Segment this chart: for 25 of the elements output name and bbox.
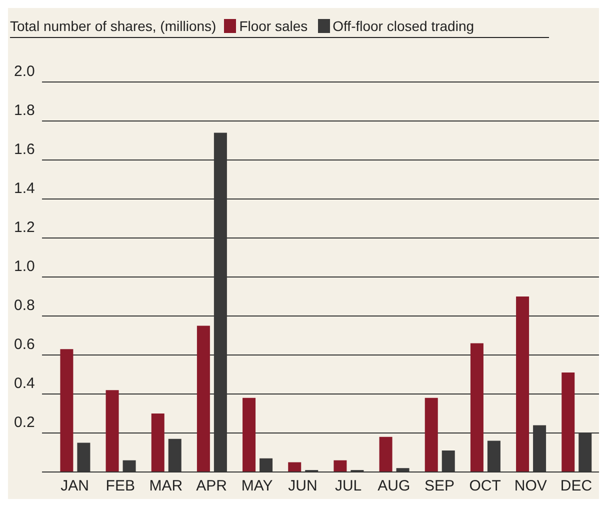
x-tick-label: SEP [424,478,454,495]
y-tick-label: 0.2 [14,414,35,431]
y-tick-label: 1.6 [14,141,35,158]
y-tick-label: 1.2 [14,219,35,236]
x-tick-label: MAY [241,478,273,495]
x-tick-label: JUN [288,478,318,495]
y-tick-label: 1.4 [14,180,35,197]
x-tick-label: JUL [334,478,362,495]
legend-label: Floor sales [238,18,308,34]
y-tick-label: 1.0 [14,258,35,275]
x-tick-label: NOV [514,478,547,495]
x-tick-label: FEB [106,478,135,495]
x-tick-label: OCT [469,478,501,495]
y-axis-title: Total number of shares, (millions) [10,18,216,34]
y-tick-label: 0.4 [14,375,35,392]
x-tick-label: AUG [378,478,410,495]
x-tick-label: MAR [149,478,183,495]
y-tick-label: 2.0 [14,63,35,80]
y-tick-label: 0.6 [14,336,35,353]
x-tick-label: APR [196,478,228,495]
y-tick-label: 0.8 [14,297,35,314]
legend-label: Off-floor closed trading [332,18,474,34]
y-tick-label: 1.8 [14,102,35,119]
x-tick-label: JAN [60,478,89,495]
x-tick-label: DEC [560,478,592,495]
